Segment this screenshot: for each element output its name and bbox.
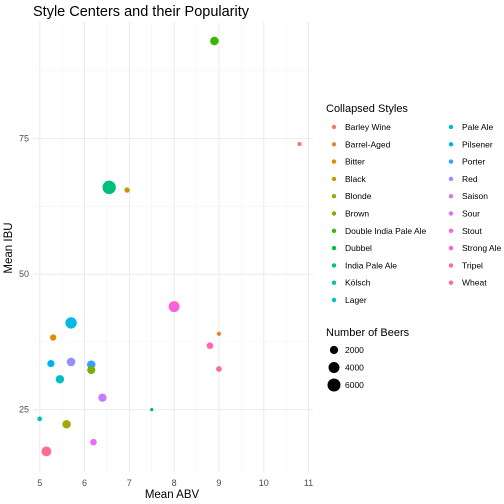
legend-key-dot: [448, 124, 454, 130]
point-wheat: [41, 446, 52, 457]
legend-key-dot: [448, 280, 454, 285]
legend-key-dot: [448, 159, 454, 164]
color-legend-items: Barley Wine Barrel-Aged Bitter Black Blonde B…: [331, 122, 501, 305]
legend-key-dot: [331, 263, 337, 268]
point-dubbel: [150, 408, 154, 412]
size-legend-items: 2000 4000 6000: [327, 345, 364, 392]
point-brown: [87, 366, 96, 375]
x-tick-label: 9: [216, 478, 221, 488]
y-axis-ticks: 25 50 75: [19, 134, 29, 415]
legend-key-dot: [448, 142, 454, 147]
legend-key-dot: [331, 124, 337, 130]
size-legend-label: 4000: [345, 363, 364, 373]
legend-key-dot: [448, 263, 454, 268]
legend-label: Pilsener: [462, 139, 493, 149]
legend-label: Bitter: [345, 157, 365, 167]
point-pilsener: [47, 359, 55, 368]
legend-label: Double India Pale Ale: [345, 226, 427, 236]
legend-key-dot: [448, 228, 454, 233]
y-tick-label: 75: [19, 134, 29, 144]
point-black: [124, 187, 130, 193]
legend-key-dot: [331, 176, 337, 182]
legend-label: Black: [345, 174, 367, 184]
point-stout: [168, 301, 180, 313]
y-tick-label: 25: [19, 405, 29, 415]
size-legend-title: Number of Beers: [326, 327, 410, 339]
legend-key-dot: [331, 211, 337, 216]
x-tick-label: 10: [259, 478, 269, 488]
legend-key-dot: [448, 194, 454, 199]
point-lager: [55, 375, 65, 384]
point-india-pale-ale: [102, 180, 116, 195]
point-tripel: [216, 366, 222, 372]
size-legend-label: 6000: [345, 380, 364, 390]
legend-key-dot: [331, 228, 337, 233]
size-legend-dot: [329, 345, 339, 355]
legend-key-dot: [331, 159, 337, 164]
legend-key-dot: [331, 280, 337, 285]
x-tick-label: 11: [304, 478, 313, 488]
legend-label: Porter: [462, 157, 485, 167]
legend-label: Barrel-Aged: [345, 139, 391, 149]
y-tick-label: 50: [19, 269, 29, 279]
grid-layer: [33, 22, 313, 472]
color-legend-title: Collapsed Styles: [326, 103, 408, 115]
legend-label: Pale Ale: [462, 122, 493, 132]
legend-label: Blonde: [345, 191, 372, 201]
legend-key-dot: [448, 211, 454, 216]
size-legend-dot: [328, 362, 340, 373]
x-tick-label: 5: [37, 478, 42, 488]
point-pale-ale: [65, 317, 77, 329]
legend-label: Kölsch: [345, 278, 371, 288]
point-double-india-pale-ale: [210, 36, 219, 46]
x-axis-title: Mean ABV: [145, 489, 200, 501]
point-sour: [90, 438, 97, 446]
legend: Collapsed Styles Barley WineBarrel-AgedB…: [326, 103, 501, 392]
legend-key-dot: [331, 297, 337, 303]
legend-key-dot: [331, 142, 337, 147]
points-layer: [37, 36, 302, 457]
x-axis-ticks: 5 6 7 8 9 10 11: [37, 478, 313, 488]
legend-label: Saison: [462, 191, 488, 201]
point-k-lsch: [37, 416, 43, 422]
x-tick-label: 7: [127, 478, 132, 488]
legend-label: India Pale Ale: [345, 260, 397, 270]
legend-label: Barley Wine: [345, 122, 391, 132]
legend-label: Dubbel: [345, 243, 372, 253]
legend-key-dot: [448, 176, 454, 182]
point-saison: [98, 393, 107, 402]
legend-label: Sour: [462, 209, 480, 219]
point-bitter: [49, 334, 57, 341]
point-strong-ale: [206, 342, 214, 349]
legend-label: Lager: [345, 295, 367, 305]
legend-label: Stout: [462, 226, 482, 236]
legend-label: Strong Ale: [462, 243, 501, 253]
point-barley-wine: [297, 141, 302, 147]
legend-key-dot: [331, 245, 337, 251]
y-axis-title: Mean IBU: [3, 222, 15, 273]
point-blonde: [62, 420, 71, 429]
legend-key-dot: [448, 245, 454, 251]
legend-label: Wheat: [462, 278, 487, 288]
point-barrel-aged: [216, 331, 222, 336]
size-legend-dot: [327, 378, 341, 392]
x-tick-label: 6: [82, 478, 87, 488]
point-red: [66, 357, 76, 367]
x-tick-label: 8: [172, 478, 177, 488]
legend-label: Tripel: [462, 260, 483, 270]
legend-key-dot: [331, 194, 337, 199]
legend-label: Red: [462, 174, 478, 184]
size-legend-label: 2000: [345, 345, 364, 355]
chart-title: Style Centers and their Popularity: [33, 4, 250, 20]
legend-label: Brown: [345, 209, 369, 219]
